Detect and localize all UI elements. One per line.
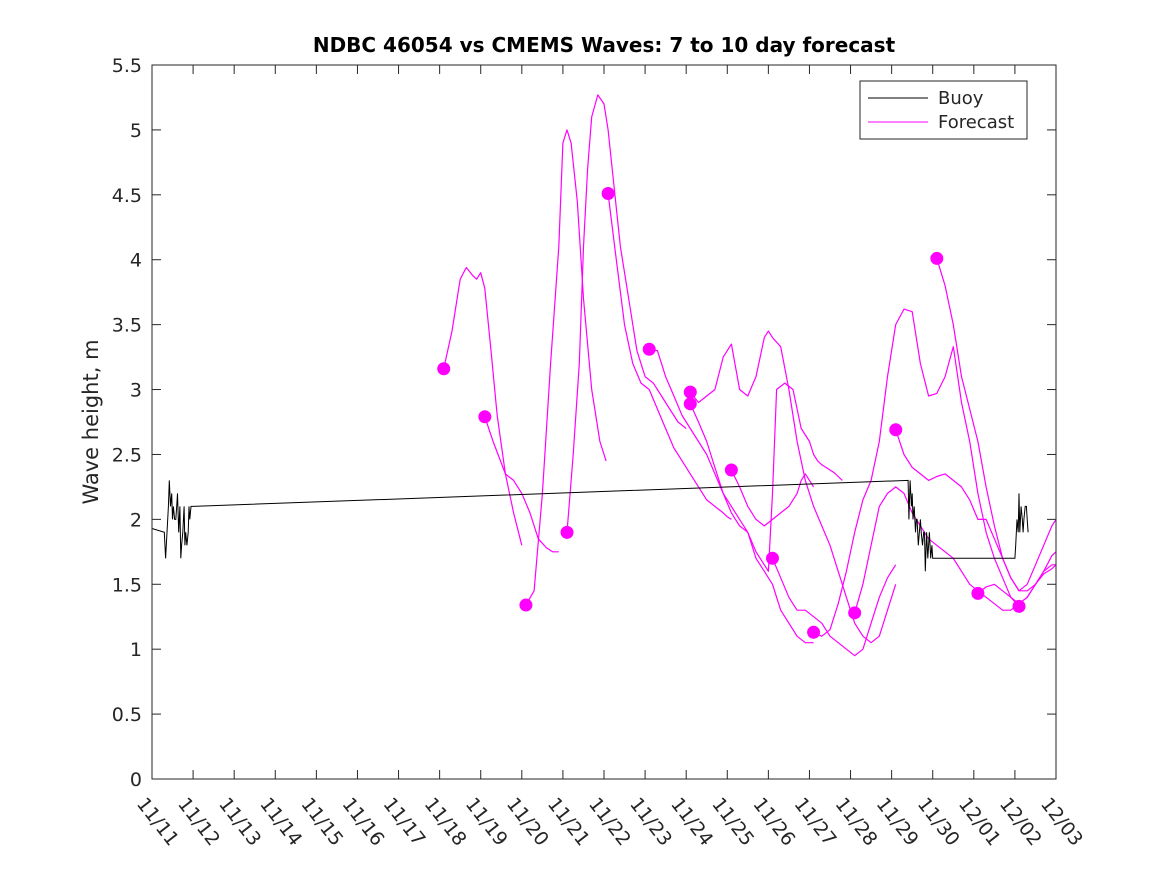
forecast-start-marker — [889, 423, 903, 437]
x-tick-label: 12/02 — [995, 794, 1046, 851]
x-tick-label: 11/23 — [625, 794, 676, 851]
x-tick-label: 11/15 — [296, 794, 347, 851]
y-tick-label: 4 — [130, 250, 142, 272]
forecast-series-line — [936, 258, 1057, 592]
forecast-start-marker — [601, 187, 615, 201]
forecast-start-marker — [437, 362, 451, 376]
forecast-series-line — [607, 193, 732, 520]
forecast-series-line — [689, 403, 814, 644]
y-tick-label: 0 — [130, 769, 142, 791]
forecast-start-marker — [683, 385, 697, 399]
x-tick-label: 11/21 — [543, 794, 594, 851]
x-tick-label: 11/28 — [831, 794, 882, 851]
forecast-start-marker — [807, 625, 821, 639]
plot-frame — [151, 64, 1057, 780]
forecast-start-marker — [930, 251, 944, 265]
legend: Buoy Forecast — [859, 80, 1028, 140]
x-tick-label: 11/25 — [707, 794, 758, 851]
y-tick-label: 4.5 — [112, 185, 142, 207]
x-tick-label: 11/18 — [420, 794, 471, 851]
x-tick-label: 12/01 — [954, 794, 1005, 851]
y-tick-label: 3 — [130, 380, 142, 402]
forecast-series-line — [689, 330, 897, 644]
x-tick-label: 11/14 — [255, 794, 306, 851]
x-tick-label: 12/03 — [1036, 794, 1087, 851]
forecast-start-marker — [478, 410, 492, 424]
forecast-start-marker — [765, 551, 779, 565]
plot-background — [152, 65, 1056, 779]
forecast-start-marker — [971, 586, 985, 600]
x-tick-label: 11/27 — [790, 794, 841, 851]
y-tick-label: 2 — [130, 509, 142, 531]
y-tick-label: 0.5 — [112, 704, 142, 726]
y-tick-label: 5.5 — [112, 55, 142, 77]
forecast-start-marker — [642, 342, 656, 356]
x-tick-label: 11/30 — [913, 794, 964, 851]
y-tick-label: 5 — [130, 120, 142, 142]
y-tick-label: 3.5 — [112, 315, 142, 337]
forecast-start-marker — [724, 463, 738, 477]
forecast-series-line — [649, 348, 843, 572]
x-tick-label: 11/24 — [666, 794, 717, 851]
x-tick-label: 11/19 — [461, 794, 512, 851]
x-tick-label: 11/29 — [872, 794, 923, 851]
chart-title: NDBC 46054 vs CMEMS Waves: 7 to 10 day f… — [313, 33, 896, 57]
forecast-start-marker — [519, 598, 533, 612]
y-tick-label: 2.5 — [112, 444, 142, 466]
forecast-start-marker — [1012, 599, 1026, 613]
forecast-start-marker — [683, 397, 697, 411]
forecast-series-line — [895, 429, 1057, 592]
forecast-series-line — [730, 469, 815, 527]
x-tick-label: 11/11 — [132, 794, 183, 851]
y-tick-label: 1 — [130, 639, 142, 661]
x-tick-label: 11/12 — [173, 794, 224, 851]
buoy-series-line — [151, 479, 1029, 572]
x-tick-label: 11/17 — [379, 794, 430, 851]
legend-box — [859, 80, 1028, 140]
y-tick-label: 1.5 — [112, 574, 142, 596]
forecast-series-line — [771, 558, 897, 657]
forecast-series-line — [484, 416, 559, 553]
forecast-start-marker — [560, 525, 574, 539]
y-axis-label: Wave height, m — [79, 339, 103, 504]
forecast-lines — [443, 94, 1057, 657]
forecast-series-line — [813, 308, 1020, 637]
forecast-markers — [437, 187, 1026, 639]
x-tick-label: 11/16 — [338, 794, 389, 851]
forecast-series-line — [566, 94, 687, 533]
x-tick-label: 11/22 — [584, 794, 635, 851]
legend-buoy-label: Buoy — [938, 88, 984, 109]
legend-forecast-label: Forecast — [938, 112, 1014, 133]
forecast-start-marker — [848, 606, 862, 620]
buoy-line — [151, 479, 1029, 572]
x-tick-label: 11/13 — [214, 794, 265, 851]
x-tick-label: 11/20 — [502, 794, 553, 851]
x-tick-label: 11/26 — [748, 794, 799, 851]
